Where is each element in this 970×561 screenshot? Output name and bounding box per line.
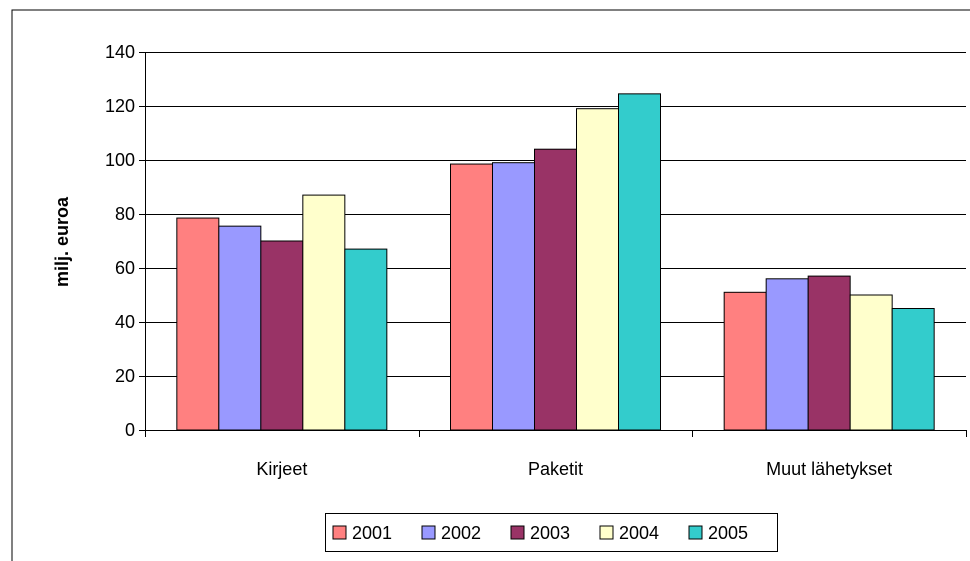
bar-muut-lähetykset-2004 [849,294,893,431]
chart-border [11,9,970,561]
y-axis-title: milj. euroa [52,196,72,287]
legend-label-2001: 2001 [352,523,392,543]
legend-label-2004: 2004 [619,523,659,543]
category-label: Muut lähetykset [766,459,892,479]
legend-label-2005: 2005 [708,523,748,543]
chart-frame [11,9,970,561]
legend-swatch-2001 [332,525,347,540]
category-label: Paketit [528,459,583,479]
y-tick-labels: 0 20 40 60 80 100 120 140 [105,42,135,440]
legend-swatch-2005 [688,525,703,540]
bars [176,93,935,431]
legend-label-2002: 2002 [441,523,481,543]
y-tick-label: 40 [115,312,135,332]
bar-muut-lähetykset-2003 [807,275,851,431]
bar-kirjeet-2002 [218,225,262,431]
bar-paketit-2001 [450,163,493,431]
bar-paketit-2005 [618,93,661,431]
bar-kirjeet-2001 [176,217,220,431]
y-tick-label: 80 [115,204,135,224]
bar-paketit-2002 [492,162,535,431]
bar-kirjeet-2005 [344,248,388,431]
y-tick-label: 0 [125,420,135,440]
legend-label-2003: 2003 [530,523,570,543]
bar-kirjeet-2003 [260,240,304,431]
y-tick-label: 140 [105,42,135,62]
y-tick-label: 60 [115,258,135,278]
bar-muut-lähetykset-2001 [723,291,767,431]
category-labels: Kirjeet Paketit Muut lähetykset [256,459,892,479]
bar-muut-lähetykset-2005 [891,308,935,431]
legend-swatch-2004 [599,525,614,540]
bar-muut-lähetykset-2002 [765,278,809,431]
y-tick-label: 100 [105,150,135,170]
y-tick-label: 20 [115,366,135,386]
legend-swatch-2003 [510,525,525,540]
axes [139,52,967,437]
bar-paketit-2003 [534,148,577,431]
legend: 2001 2002 2003 2004 2005 [325,513,778,552]
y-tick-label: 120 [105,96,135,116]
category-label: Kirjeet [256,459,307,479]
bar-paketit-2004 [576,108,619,431]
bar-kirjeet-2004 [302,194,346,431]
legend-swatch-2002 [421,525,436,540]
